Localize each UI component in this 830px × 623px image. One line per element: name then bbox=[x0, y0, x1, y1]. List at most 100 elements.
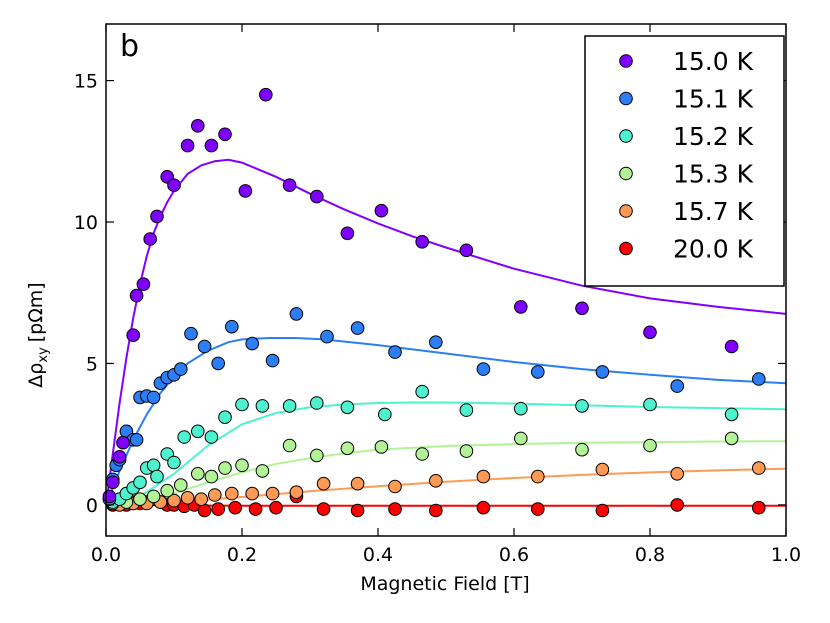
data-point-1-14 bbox=[184, 326, 198, 341]
data-point-2-10 bbox=[177, 430, 191, 444]
legend: 15.0 K 15.1 K 15.2 K 15.3 K 15.7 K 20.0 K bbox=[584, 35, 785, 287]
legend-label-4: 15.7 K bbox=[673, 197, 754, 226]
data-point-0-21 bbox=[415, 235, 430, 249]
data-point-3-12 bbox=[310, 448, 324, 463]
data-point-5-26 bbox=[752, 500, 766, 515]
legend-label-3: 15.3 K bbox=[673, 160, 754, 189]
data-point-3-6 bbox=[191, 467, 205, 481]
data-point-5-23 bbox=[531, 502, 545, 516]
data-point-1-29 bbox=[752, 372, 766, 386]
data-point-2-11 bbox=[191, 424, 205, 439]
data-point-1-27 bbox=[595, 365, 610, 379]
data-point-1-16 bbox=[211, 356, 225, 371]
data-point-5-12 bbox=[197, 503, 212, 518]
data-point-0-18 bbox=[310, 189, 324, 204]
data-point-1-23 bbox=[388, 345, 402, 359]
data-point-2-16 bbox=[282, 399, 297, 413]
data-point-1-19 bbox=[265, 353, 280, 368]
data-point-1-24 bbox=[429, 335, 443, 350]
data-point-3-14 bbox=[374, 440, 389, 454]
data-point-2-9 bbox=[167, 455, 181, 470]
data-point-3-4 bbox=[160, 483, 174, 498]
data-point-3-5 bbox=[174, 478, 188, 492]
data-point-1-25 bbox=[476, 362, 491, 376]
y-tick-label: 10 bbox=[74, 212, 98, 234]
axis-ticks: 0.0 0.2 0.4 0.6 0.8 1.0 0 5 10 15 bbox=[74, 24, 801, 566]
legend-marker-1 bbox=[619, 91, 633, 106]
legend-marker-3 bbox=[619, 166, 633, 181]
y-axis-title-subscript: xy bbox=[36, 347, 51, 363]
data-point-2-20 bbox=[415, 384, 430, 399]
data-point-5-19 bbox=[350, 503, 365, 518]
data-point-3-13 bbox=[340, 441, 355, 456]
data-point-5-24 bbox=[595, 503, 610, 518]
data-point-3-9 bbox=[235, 458, 249, 473]
data-point-3-10 bbox=[255, 464, 270, 478]
legend-label-0: 15.0 K bbox=[673, 47, 754, 76]
data-point-0-11 bbox=[180, 138, 195, 153]
data-point-4-17 bbox=[531, 469, 545, 484]
data-point-1-9 bbox=[146, 390, 161, 405]
data-point-2-24 bbox=[643, 397, 657, 412]
data-point-0-1 bbox=[106, 475, 120, 490]
data-point-2-19 bbox=[378, 407, 392, 422]
data-point-0-20 bbox=[374, 203, 389, 218]
panel-label: b bbox=[120, 29, 139, 64]
data-point-4-12 bbox=[316, 476, 331, 491]
legend-marker-0 bbox=[619, 54, 633, 68]
data-point-0-16 bbox=[259, 87, 273, 102]
x-tick-label: 1.0 bbox=[771, 544, 801, 566]
data-point-3-7 bbox=[204, 469, 219, 484]
data-point-2-15 bbox=[255, 399, 270, 413]
data-point-1-17 bbox=[225, 319, 239, 334]
data-point-5-20 bbox=[388, 502, 402, 516]
data-point-4-13 bbox=[350, 476, 365, 491]
data-point-4-7 bbox=[208, 488, 222, 502]
data-point-2-12 bbox=[204, 430, 219, 444]
data-point-4-20 bbox=[752, 461, 766, 475]
data-point-1-6 bbox=[129, 433, 144, 447]
x-tick-label: 0.6 bbox=[499, 544, 529, 566]
data-point-0-14 bbox=[218, 127, 232, 142]
data-point-1-18 bbox=[245, 336, 259, 351]
y-tick-label: 15 bbox=[74, 71, 98, 93]
legend-label-2: 15.2 K bbox=[673, 122, 754, 151]
data-point-4-16 bbox=[476, 469, 491, 484]
data-point-0-4 bbox=[126, 328, 140, 343]
y-axis-title-symbol: Δρ bbox=[25, 363, 47, 388]
data-points bbox=[102, 87, 766, 518]
data-point-0-12 bbox=[191, 119, 205, 133]
data-point-4-14 bbox=[388, 479, 402, 494]
data-point-1-22 bbox=[350, 321, 365, 335]
data-point-0-2 bbox=[112, 450, 127, 464]
data-point-5-18 bbox=[316, 502, 331, 516]
x-axis-title: Magnetic Field [T] bbox=[360, 573, 529, 595]
data-point-4-11 bbox=[289, 485, 304, 500]
data-point-2-17 bbox=[310, 396, 324, 410]
legend-label-1: 15.1 K bbox=[673, 85, 754, 114]
data-point-4-18 bbox=[595, 462, 610, 477]
data-point-5-13 bbox=[211, 502, 225, 516]
data-point-0-22 bbox=[459, 243, 474, 258]
legend-marker-5 bbox=[619, 241, 633, 256]
fit-curve-0 bbox=[105, 158, 787, 506]
data-point-2-18 bbox=[340, 400, 355, 415]
data-point-0-7 bbox=[143, 232, 157, 246]
data-point-0-13 bbox=[204, 138, 219, 153]
data-point-3-17 bbox=[514, 431, 528, 446]
data-point-0-0 bbox=[102, 489, 117, 504]
legend-label-5: 20.0 K bbox=[673, 235, 754, 264]
data-point-0-25 bbox=[643, 325, 657, 340]
data-point-0-15 bbox=[238, 184, 253, 198]
y-tick-label: 5 bbox=[86, 353, 98, 375]
data-point-5-16 bbox=[269, 500, 283, 515]
data-point-2-14 bbox=[235, 397, 249, 412]
data-point-0-5 bbox=[129, 288, 144, 303]
data-point-0-8 bbox=[150, 209, 164, 224]
data-point-2-7 bbox=[150, 469, 164, 484]
data-point-5-22 bbox=[476, 500, 491, 515]
data-point-4-15 bbox=[429, 474, 443, 488]
data-point-2-22 bbox=[514, 401, 528, 416]
legend-box bbox=[584, 35, 785, 287]
data-point-1-20 bbox=[289, 307, 304, 321]
